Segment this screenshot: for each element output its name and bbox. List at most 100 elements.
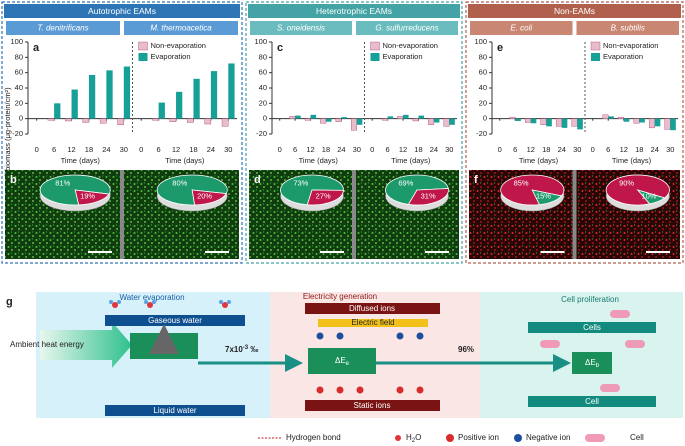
bar — [295, 115, 301, 119]
bar — [204, 118, 212, 125]
bar — [623, 118, 630, 122]
x-axis-label: Time (days) — [519, 156, 559, 165]
y-tick-label: 60 — [259, 68, 267, 77]
panel-frame — [465, 1, 684, 264]
energy: ΔE — [585, 358, 596, 367]
y-tick-label: 40 — [15, 83, 23, 92]
x-axis-label: Time (days) — [165, 156, 205, 165]
x-tick-label: 6 — [513, 145, 517, 154]
bar — [412, 118, 419, 122]
sub: 2 — [412, 438, 416, 444]
species-name: M. thermoacetica — [150, 24, 212, 33]
bar — [648, 118, 655, 129]
x-tick-label: 6 — [157, 145, 161, 154]
bar — [152, 118, 159, 121]
legend-label: Positive ion — [458, 433, 499, 442]
efficiency-label: 7x10-3 ‰ — [225, 345, 258, 355]
legend-label: Cell — [630, 433, 644, 442]
group-title: Autotrophic EAMs — [88, 6, 156, 16]
legend-label: Hydrogen bond — [286, 433, 341, 442]
pie-label: 69% — [398, 179, 413, 188]
cell-icons — [540, 310, 645, 392]
pie-label: 90% — [619, 179, 634, 188]
legend-label: H2O — [406, 433, 421, 443]
bar — [320, 118, 327, 124]
species-name: T. denitrificans — [37, 24, 88, 33]
field-bar — [318, 319, 428, 327]
energy-box — [572, 352, 612, 374]
y-tick-label: 100 — [10, 37, 23, 46]
group-header — [248, 4, 460, 18]
x-tick-label: 0 — [498, 145, 502, 154]
pie-slice — [306, 189, 344, 206]
water-molecules — [109, 300, 231, 308]
species-box — [576, 21, 679, 35]
stage-title: Electricity generation — [303, 292, 377, 301]
bar — [341, 117, 347, 119]
x-tick-label: 6 — [606, 145, 610, 154]
water-symbol — [395, 435, 401, 441]
static-bar — [305, 400, 440, 411]
energy-sub: b — [596, 363, 600, 369]
negative-symbol — [514, 434, 522, 442]
x-tick-label: 12 — [620, 145, 628, 154]
x-tick-label: 6 — [386, 145, 390, 154]
eff-exp: -3 — [243, 345, 249, 351]
cell-bar — [528, 396, 656, 407]
bar — [530, 118, 537, 124]
stage-top: Gaseous water — [148, 316, 202, 325]
energy: ΔE — [156, 341, 167, 350]
bar — [169, 118, 177, 122]
bar — [555, 118, 562, 127]
legend-swatch — [591, 53, 600, 61]
bar — [381, 118, 388, 121]
bar — [509, 116, 516, 119]
bar — [443, 118, 450, 127]
y-tick-label: 20 — [259, 98, 267, 107]
bar — [158, 102, 165, 119]
energy-box — [308, 348, 376, 374]
x-tick-label: 24 — [337, 145, 345, 154]
y-tick-label: 80 — [479, 52, 487, 61]
x-tick-label: 24 — [651, 145, 659, 154]
bar — [228, 63, 235, 119]
x-tick-label: 0 — [35, 145, 39, 154]
y-tick-label: 80 — [259, 52, 267, 61]
group-header — [4, 4, 240, 18]
bar — [186, 118, 194, 123]
x-tick-label: 18 — [189, 145, 197, 154]
bar — [71, 89, 78, 119]
legend-swatch — [138, 53, 148, 61]
pie-label: 15% — [536, 191, 551, 200]
efficiency-label: 96% — [458, 345, 474, 354]
x-axis-label: Time (days) — [299, 156, 339, 165]
bar — [289, 116, 296, 119]
energy-label: ΔEe — [335, 356, 350, 366]
species-name: B. subtilis — [611, 24, 645, 33]
panel-letter: g — [6, 296, 13, 308]
energy: ΔE — [335, 356, 346, 365]
y-tick-label: 0 — [263, 114, 267, 123]
panel-letter: c — [277, 42, 283, 54]
stage-title: Cell proliferation — [561, 295, 619, 304]
bar — [117, 118, 124, 125]
group-title: Non-EAMs — [554, 6, 595, 16]
x-tick-label: 30 — [353, 145, 361, 154]
bar — [617, 116, 624, 119]
x-tick-label: 18 — [414, 145, 422, 154]
species-box — [356, 21, 458, 35]
bar — [546, 118, 552, 127]
pie-label: 27% — [316, 191, 331, 200]
h: H — [406, 433, 412, 442]
bar — [540, 118, 547, 125]
bar — [524, 118, 531, 123]
panel-letter: f — [474, 174, 478, 186]
panel-letter: b — [10, 174, 17, 186]
species-box — [124, 21, 238, 35]
x-tick-label: 30 — [666, 145, 674, 154]
x-tick-label: 24 — [430, 145, 438, 154]
source-label: Ambient heat energy — [10, 340, 84, 349]
species-name: S. oneidensis — [277, 24, 325, 33]
stage-bottom: Liquid water — [153, 406, 196, 415]
